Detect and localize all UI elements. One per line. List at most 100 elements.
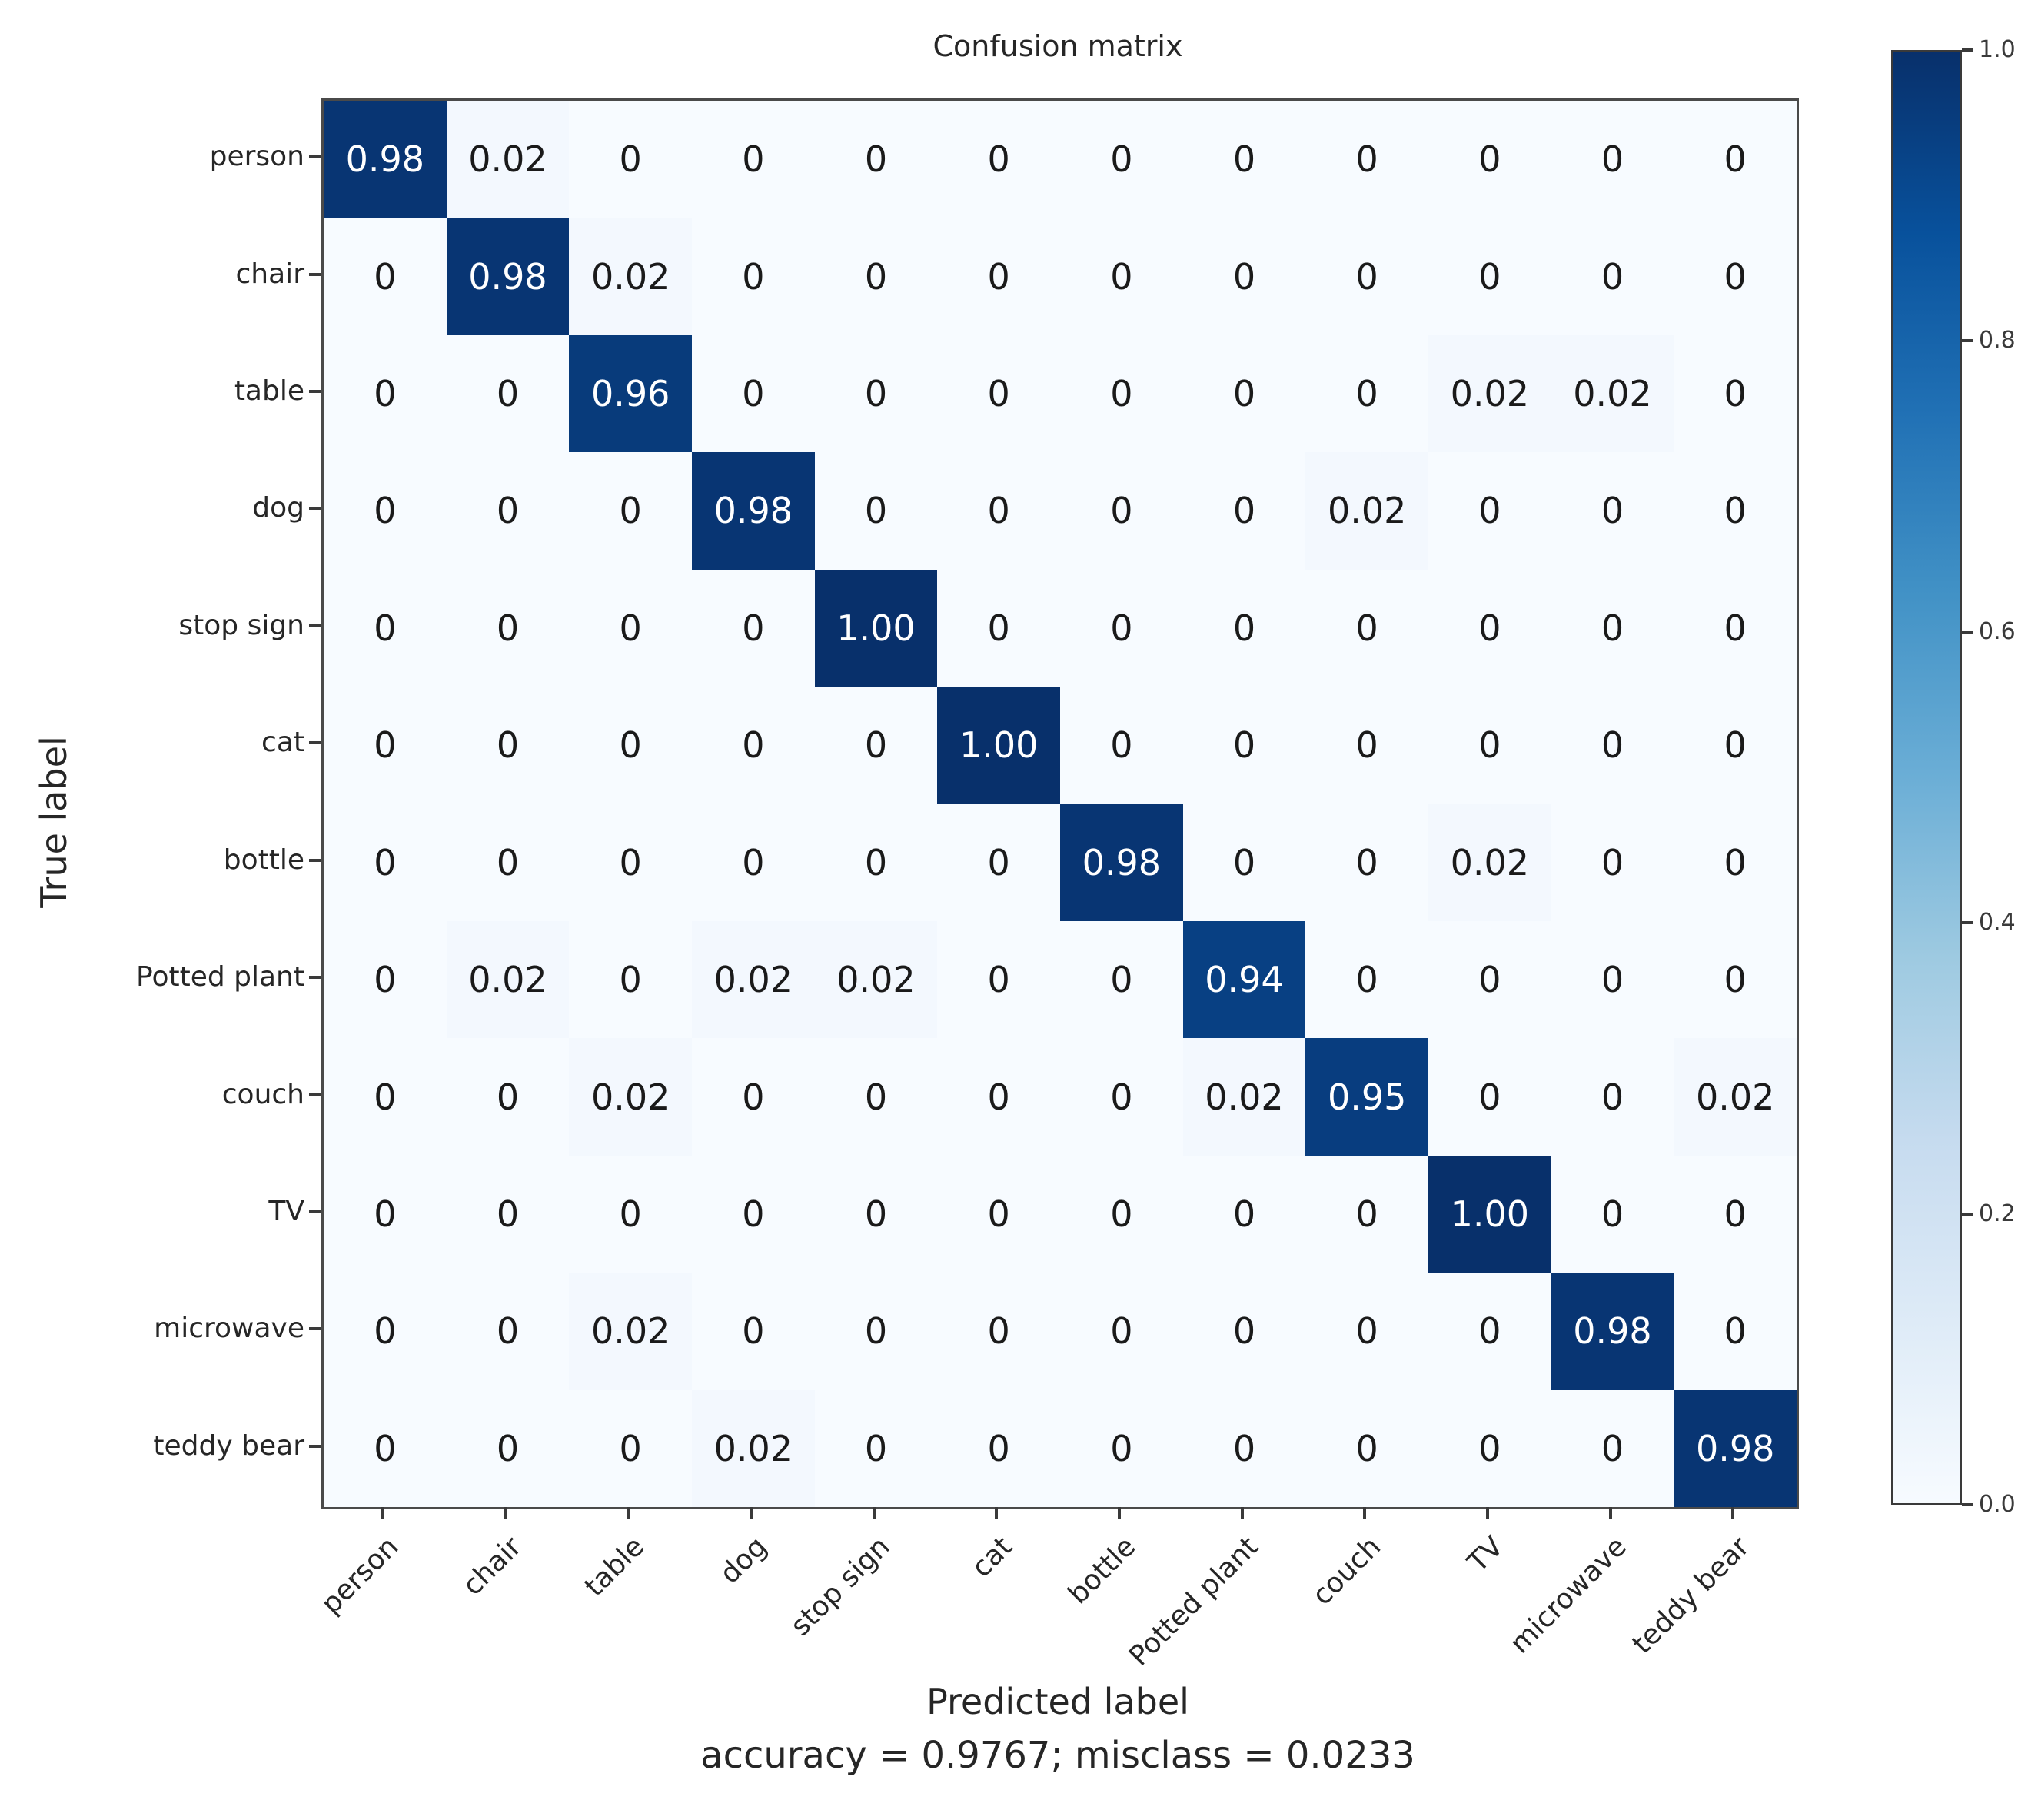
matrix-cell: 0 bbox=[1060, 1155, 1183, 1273]
colorbar-tick-mark bbox=[1962, 1212, 1973, 1216]
y-tick-label: teddy bear bbox=[153, 1429, 304, 1462]
matrix-cell: 0 bbox=[1428, 101, 1551, 218]
matrix-cell: 0 bbox=[1428, 569, 1551, 687]
x-tick-mark bbox=[1731, 1507, 1735, 1519]
matrix-cell: 0 bbox=[1551, 920, 1674, 1039]
matrix-cell: 0 bbox=[1551, 569, 1674, 687]
matrix-cell: 0 bbox=[324, 452, 447, 570]
matrix-cell: 0 bbox=[1674, 920, 1797, 1039]
matrix-cell: 0 bbox=[1060, 101, 1183, 218]
matrix-cell: 0 bbox=[1551, 218, 1674, 335]
matrix-cell: 0 bbox=[1182, 1155, 1306, 1273]
y-tick-label: microwave bbox=[154, 1313, 304, 1345]
x-tick-mark bbox=[749, 1507, 753, 1519]
matrix-cell: 0.95 bbox=[1305, 1038, 1428, 1156]
x-tick-mark bbox=[1363, 1507, 1367, 1519]
matrix-cell: 0 bbox=[569, 1389, 692, 1507]
matrix-cell: 0.98 bbox=[1674, 1389, 1797, 1507]
matrix-cell: 0 bbox=[814, 1273, 938, 1390]
matrix-cell: 0.02 bbox=[692, 920, 815, 1039]
matrix-cell: 0 bbox=[937, 1273, 1060, 1390]
y-tick-mark bbox=[309, 507, 321, 511]
heatmap-grid: 0.98 0.02 0 0 0 0 0 0 0 0 0 0 0 0.98 0.02 0 0 0 0 0 0 0 0 0 0 0 0.… bbox=[321, 98, 1799, 1509]
colorbar-tick-mark bbox=[1962, 339, 1973, 343]
matrix-cell: 0 bbox=[1551, 687, 1674, 804]
matrix-cell: 0 bbox=[937, 804, 1060, 921]
y-tick-label: table bbox=[234, 375, 304, 408]
matrix-cell: 0 bbox=[692, 1155, 815, 1273]
matrix-cell: 0 bbox=[937, 1038, 1060, 1156]
matrix-cell: 0 bbox=[1428, 1389, 1551, 1507]
matrix-cell: 0 bbox=[1674, 804, 1797, 921]
y-tick-mark bbox=[309, 272, 321, 276]
x-tick-mark bbox=[1240, 1507, 1244, 1519]
y-tick-mark bbox=[309, 390, 321, 394]
matrix-cell: 0 bbox=[1060, 1273, 1183, 1390]
x-tick-mark bbox=[1485, 1507, 1489, 1519]
matrix-cell: 0 bbox=[1305, 218, 1428, 335]
matrix-cell: 0 bbox=[814, 101, 938, 218]
matrix-cell: 0 bbox=[692, 101, 815, 218]
matrix-cell: 0 bbox=[1305, 569, 1428, 687]
matrix-cell: 0 bbox=[569, 452, 692, 570]
matrix-cell: 0 bbox=[1428, 218, 1551, 335]
matrix-cell: 0.02 bbox=[1674, 1038, 1797, 1156]
x-tick-mark bbox=[995, 1507, 999, 1519]
matrix-cell: 0.02 bbox=[569, 1273, 692, 1390]
matrix-cell: 0.02 bbox=[569, 1038, 692, 1156]
matrix-cell: 0 bbox=[1305, 1273, 1428, 1390]
y-tick-label: bottle bbox=[223, 843, 304, 876]
matrix-cell: 0.98 bbox=[1551, 1273, 1674, 1390]
matrix-cell: 0 bbox=[814, 1038, 938, 1156]
y-tick-label: person bbox=[209, 141, 304, 173]
matrix-cell: 0 bbox=[1060, 569, 1183, 687]
chart-title: Confusion matrix bbox=[933, 29, 1183, 63]
matrix-cell: 0.02 bbox=[1305, 452, 1428, 570]
matrix-cell: 0.02 bbox=[814, 920, 938, 1039]
matrix-cell: 0 bbox=[937, 569, 1060, 687]
matrix-cell: 0 bbox=[1674, 569, 1797, 687]
matrix-cell: 0 bbox=[1060, 218, 1183, 335]
matrix-cell: 0.96 bbox=[569, 334, 692, 453]
matrix-cell: 0 bbox=[1551, 452, 1674, 570]
matrix-cell: 0 bbox=[1551, 1389, 1674, 1507]
matrix-cell: 0 bbox=[1182, 569, 1306, 687]
matrix-cell: 0 bbox=[1182, 334, 1306, 453]
matrix-cell: 0.02 bbox=[1182, 1038, 1306, 1156]
matrix-cell: 0 bbox=[1182, 1389, 1306, 1507]
matrix-cell: 0.02 bbox=[1428, 334, 1551, 453]
matrix-cell: 0 bbox=[446, 1273, 570, 1390]
matrix-cell: 0.98 bbox=[1060, 804, 1183, 921]
matrix-cell: 0 bbox=[446, 1038, 570, 1156]
matrix-cell: 0 bbox=[569, 569, 692, 687]
y-tick-label: chair bbox=[235, 258, 304, 290]
x-tick-mark bbox=[504, 1507, 507, 1519]
matrix-cell: 0.02 bbox=[569, 218, 692, 335]
matrix-cell: 0 bbox=[1182, 687, 1306, 804]
matrix-cell: 0 bbox=[1674, 218, 1797, 335]
x-axis-label: Predicted label bbox=[926, 1681, 1189, 1722]
matrix-cell: 0.02 bbox=[1551, 334, 1674, 453]
matrix-cell: 0 bbox=[814, 218, 938, 335]
matrix-cell: 0 bbox=[446, 334, 570, 453]
matrix-cell: 0 bbox=[324, 804, 447, 921]
x-tick-mark bbox=[1117, 1507, 1121, 1519]
matrix-cell: 0 bbox=[324, 1155, 447, 1273]
matrix-cell: 0.98 bbox=[446, 218, 570, 335]
matrix-cell: 1.00 bbox=[937, 687, 1060, 804]
colorbar-tick-label: 0.4 bbox=[1979, 909, 2016, 937]
matrix-cell: 0 bbox=[1182, 101, 1306, 218]
matrix-cell: 0 bbox=[1428, 452, 1551, 570]
matrix-cell: 0 bbox=[324, 920, 447, 1039]
colorbar-tick-label: 0.8 bbox=[1979, 327, 2016, 354]
y-tick-mark bbox=[309, 741, 321, 745]
matrix-cell: 0 bbox=[1551, 1038, 1674, 1156]
matrix-cell: 0 bbox=[1674, 101, 1797, 218]
x-tick-mark bbox=[872, 1507, 876, 1519]
matrix-cell: 0 bbox=[814, 804, 938, 921]
matrix-cell: 0 bbox=[1182, 452, 1306, 570]
matrix-cell: 0 bbox=[446, 687, 570, 804]
y-axis-label: True label bbox=[33, 736, 75, 908]
colorbar-tick-mark bbox=[1962, 48, 1973, 52]
